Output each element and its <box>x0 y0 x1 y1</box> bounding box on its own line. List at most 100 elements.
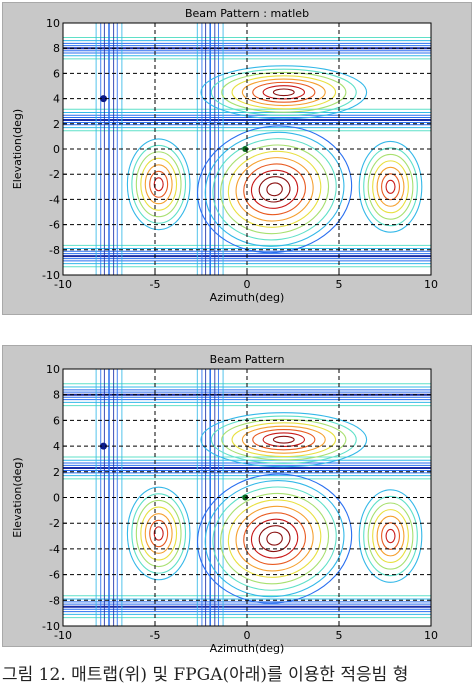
lobe-contour <box>204 479 345 598</box>
lobe-contour <box>272 435 295 444</box>
lobe-contour <box>153 526 164 541</box>
lobe-contour <box>381 522 401 550</box>
lobe-contour <box>372 509 409 564</box>
lobe-contour <box>241 78 326 107</box>
beam-pattern-chart-fpga: Beam Pattern -10 -5 0 5 10 10 8 6 4 2 0 -2 -4 -6 -8 -10 A… <box>11 353 438 655</box>
lobe-contour <box>144 164 173 205</box>
y-tick-label: 6 <box>53 67 60 80</box>
lobe-contour <box>363 147 418 227</box>
x-tick-label: 10 <box>424 629 438 642</box>
x-tick-label: 0 <box>244 629 251 642</box>
lobe-contour <box>227 499 322 578</box>
lobe-contour <box>272 88 295 97</box>
y-tick-label: 2 <box>53 118 60 131</box>
x-tick-label: 0 <box>244 278 251 291</box>
lobe-contour <box>126 138 191 231</box>
y-tick-label: -6 <box>49 219 60 232</box>
x-axis-label: Azimuth(deg) <box>210 291 285 304</box>
lobe-contour <box>363 495 418 577</box>
lobe-contour <box>385 528 396 544</box>
lobe-contour <box>149 170 169 198</box>
lobe-contour <box>220 144 330 235</box>
chart-panel-matlab: Beam Pattern : matleb -10 -5 0 5 10 10 8 6 4 2 0 -2 -… <box>2 2 472 315</box>
y-tick-label: 8 <box>53 42 60 55</box>
y-tick-label: -10 <box>42 269 60 282</box>
lobe-contour <box>252 81 316 103</box>
lobe-contour <box>153 177 164 192</box>
chart-title: Beam Pattern <box>210 353 285 366</box>
lobe-contour <box>200 65 368 120</box>
figure-caption: 그림 12. 매트랩(위) 및 FPGA(아래)를 이용한 적응빔 형 <box>2 665 409 685</box>
lobe-contour <box>250 518 299 559</box>
lobe-contour <box>258 525 291 553</box>
lobe-contour <box>241 425 326 454</box>
lobe-contour <box>367 153 414 220</box>
y-tick-label: -2 <box>49 517 60 530</box>
lobe-contour <box>131 144 187 224</box>
y-tick-label: -10 <box>42 620 60 633</box>
lobe-contour <box>258 176 291 203</box>
lobe-contour <box>135 499 182 568</box>
lobe-contour <box>381 173 401 201</box>
lobe-contour <box>212 138 337 241</box>
y-tick-label: -8 <box>49 244 60 257</box>
y-tick-label: -4 <box>49 543 60 556</box>
x-tick-label: -5 <box>150 629 161 642</box>
lobe-contour <box>200 412 368 468</box>
y-tick-label: -2 <box>49 168 60 181</box>
lobe-contour <box>144 513 173 554</box>
y-tick-label: 0 <box>53 492 60 505</box>
lobe-contour <box>210 68 357 117</box>
lobe-contour <box>140 157 178 211</box>
lobe-contour <box>220 492 330 585</box>
lobe-contour <box>212 486 337 591</box>
x-axis-label: Azimuth(deg) <box>210 642 285 655</box>
lobe-contour <box>252 429 316 451</box>
y-tick-label: 2 <box>53 466 60 479</box>
lobe-contour <box>221 71 347 113</box>
lobe-contour <box>376 515 405 557</box>
lobe-contour <box>358 140 423 233</box>
lobe-contour <box>149 519 169 548</box>
lobe-contour <box>135 151 182 218</box>
lobe-contour <box>140 506 178 561</box>
lobe-contour <box>235 505 314 572</box>
lobe-contour <box>243 163 306 216</box>
lobe-contour <box>372 160 409 214</box>
lobe-contour <box>266 531 283 546</box>
lobe-contour <box>221 418 347 461</box>
y-axis-label: Elevation(deg) <box>11 109 24 189</box>
x-tick-label: 5 <box>336 278 343 291</box>
lobe-contour <box>126 486 191 581</box>
side-null-marker <box>99 442 107 450</box>
y-tick-label: 0 <box>53 143 60 156</box>
chart-title: Beam Pattern : matleb <box>185 7 309 20</box>
lobe-contour <box>358 489 423 583</box>
beam-pattern-chart-matlab: Beam Pattern : matleb -10 -5 0 5 10 10 8 6 4 2 0 -2 -… <box>11 7 438 304</box>
x-tick-label: -10 <box>54 629 72 642</box>
x-tick-label: -10 <box>54 278 72 291</box>
lobe-contour <box>266 182 283 197</box>
lobe-contour <box>231 75 337 110</box>
y-tick-label: 6 <box>53 414 60 427</box>
y-tick-label: 4 <box>53 93 60 106</box>
y-tick-label: 10 <box>46 363 60 376</box>
x-tick-label: 5 <box>336 629 343 642</box>
y-tick-label: 8 <box>53 389 60 402</box>
lobe-contour <box>227 150 322 228</box>
y-tick-label: 4 <box>53 440 60 453</box>
y-tick-label: -4 <box>49 193 60 206</box>
x-tick-label: 10 <box>424 278 438 291</box>
side-null-marker <box>99 95 107 103</box>
y-tick-label: -8 <box>49 594 60 607</box>
lobe-contour <box>131 493 187 574</box>
lobe-contour <box>210 415 357 464</box>
x-tick-label: -5 <box>150 278 161 291</box>
lobe-contour <box>376 166 405 207</box>
lobe-contour <box>250 169 299 209</box>
chart-panel-fpga: Beam Pattern -10 -5 0 5 10 10 8 6 4 2 0 -2 -4 -6 -8 -10 A… <box>2 345 472 655</box>
lobe-contour <box>385 179 396 194</box>
lobe-contour <box>197 125 353 254</box>
y-axis-label: Elevation(deg) <box>11 457 24 537</box>
y-tick-label: -6 <box>49 569 60 582</box>
